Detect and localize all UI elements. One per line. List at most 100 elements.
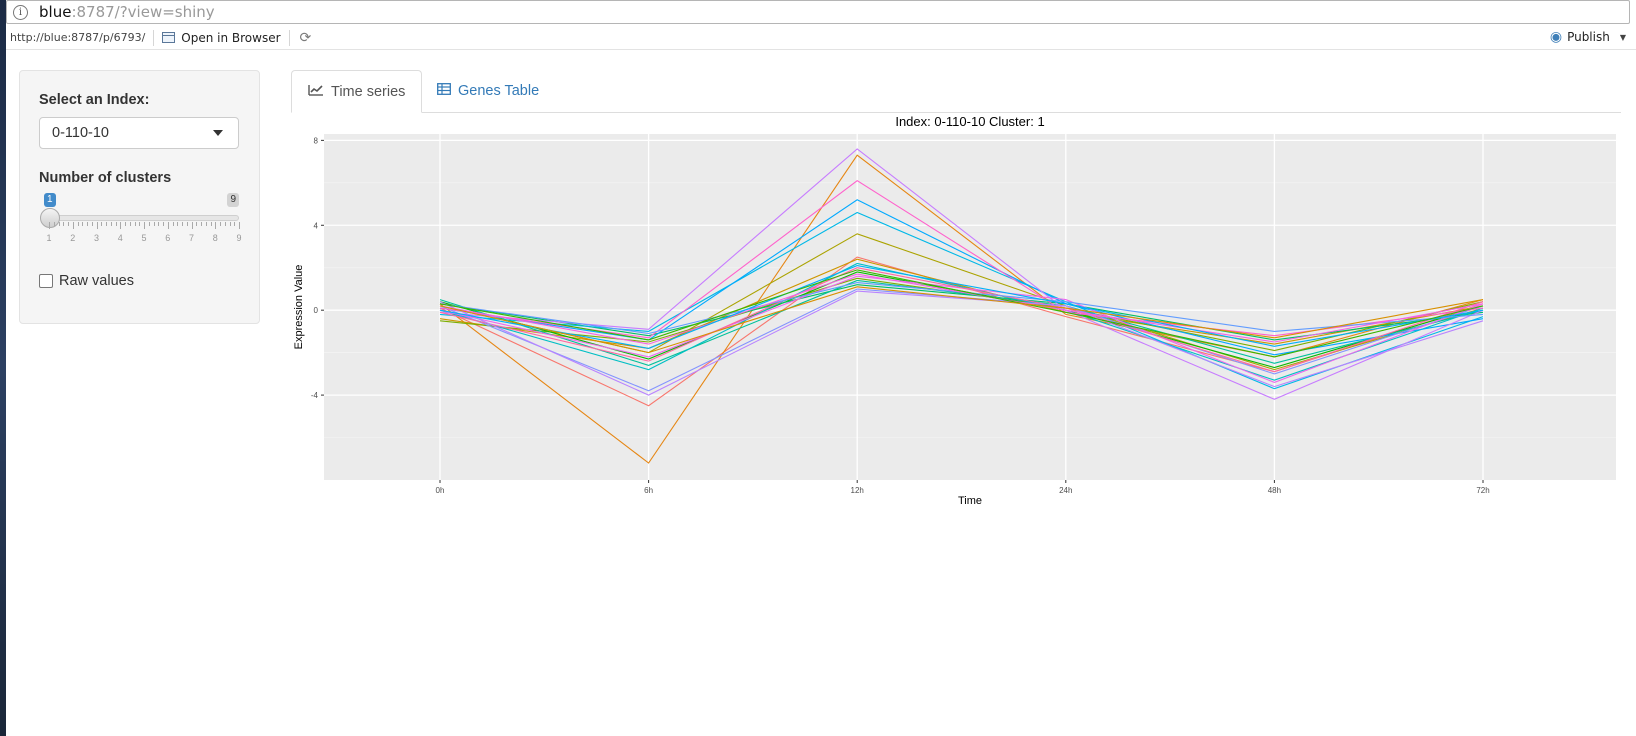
open-in-browser-label: Open in Browser — [181, 30, 281, 45]
chevron-down-icon[interactable]: ▼ — [1619, 32, 1626, 42]
slider-tick — [182, 222, 183, 226]
slider-tick — [215, 222, 217, 229]
slider-tick — [163, 222, 164, 226]
info-icon[interactable]: i — [13, 4, 28, 20]
index-select-label: Select an Index: — [39, 92, 150, 108]
slider-tick — [72, 222, 74, 229]
main-tabs: Time series Genes Table — [291, 70, 1621, 113]
raw-values-checkbox[interactable] — [39, 274, 53, 288]
line-chart-icon — [308, 84, 324, 100]
slider-tick — [186, 222, 188, 226]
slider-tick — [110, 222, 112, 226]
toolbar-separator — [288, 29, 290, 46]
slider-tick — [229, 222, 231, 226]
series-line — [439, 267, 1484, 373]
slider-tick-label: 2 — [70, 233, 76, 243]
index-select-value: 0-110-10 — [52, 125, 109, 141]
x-axis: 0h 6h 12h 24h 48h 72h — [436, 480, 1490, 495]
publish-icon: ◉ — [1549, 29, 1563, 45]
slider-tick — [87, 222, 88, 226]
slider-max-badge: 9 — [227, 193, 239, 207]
slider-tick — [82, 222, 84, 226]
tab-genes-table[interactable]: Genes Table — [421, 70, 555, 112]
slider-tick — [68, 222, 69, 226]
tab-time-series-label: Time series — [331, 83, 406, 100]
raw-values-label: Raw values — [59, 273, 134, 289]
slider-tick — [177, 222, 179, 226]
series-line — [439, 265, 1484, 349]
series-line — [439, 273, 1484, 345]
series-line — [439, 148, 1484, 400]
plot-series — [439, 148, 1484, 464]
slider-tick-label: 7 — [188, 233, 194, 243]
slider-tick-label: 8 — [212, 233, 218, 243]
tab-genes-table-label: Genes Table — [458, 83, 540, 99]
x-tick-label: 48h — [1268, 486, 1281, 495]
slider-tick — [144, 222, 145, 229]
series-line — [439, 154, 1484, 464]
index-select[interactable]: 0-110-10 — [39, 117, 239, 149]
series-line — [439, 286, 1484, 354]
slider-track[interactable] — [49, 215, 239, 221]
slider-tick — [201, 222, 202, 226]
slider-tick-label: 5 — [141, 233, 147, 243]
toolbar-separator — [153, 29, 155, 46]
address-bar[interactable]: i blue:8787/?view=shiny — [6, 0, 1630, 24]
x-tick-label: 12h — [851, 486, 864, 495]
slider-tick — [224, 222, 226, 226]
slider-tick — [210, 222, 212, 226]
plot-grid — [324, 134, 1616, 480]
slider-ticks — [49, 222, 240, 230]
slider-tick — [129, 222, 131, 226]
slider-tick-label: 9 — [236, 233, 242, 243]
browser-window-icon — [162, 32, 176, 43]
y-tick-label: 4 — [314, 221, 319, 230]
slider-grid-numbers: 1 2 3 4 5 6 7 8 9 — [46, 233, 241, 245]
clusters-label: Number of clusters — [39, 170, 172, 186]
slider-tick — [148, 222, 150, 226]
chart-title: Index: 0-110-10 Cluster: 1 — [895, 114, 1044, 129]
slider-tick-label: 6 — [165, 233, 171, 243]
clusters-slider[interactable]: 1 9 1 2 3 4 5 6 7 8 9 — [39, 193, 242, 253]
slider-tick — [115, 222, 117, 226]
raw-values-option[interactable]: Raw values — [39, 273, 134, 289]
sidebar-panel: Select an Index: 0-110-10 Number of clus… — [19, 70, 260, 324]
slider-tick — [58, 222, 60, 226]
slider-tick — [106, 222, 107, 226]
plot-panel — [324, 134, 1616, 480]
y-axis-title: Expression Value — [293, 265, 305, 350]
slider-tick — [63, 222, 65, 226]
slider-tick — [120, 222, 122, 229]
desktop-edge — [0, 0, 6, 736]
url-text[interactable]: blue:8787/?view=shiny — [39, 3, 215, 21]
tab-time-series[interactable]: Time series — [291, 70, 423, 113]
rstudio-viewer-toolbar: http://blue:8787/p/6793/ Open in Browser… — [6, 26, 1636, 50]
slider-tick — [205, 222, 207, 226]
open-in-browser-button[interactable]: Open in Browser — [162, 30, 281, 45]
slider-tick — [191, 222, 193, 229]
slider-tick — [172, 222, 174, 226]
x-axis-title: Time — [958, 495, 982, 507]
series-line — [439, 269, 1484, 358]
slider-tick — [91, 222, 93, 226]
slider-tick — [239, 222, 240, 229]
refresh-icon[interactable]: ⟳ — [299, 29, 312, 46]
publish-button[interactable]: ◉ Publish ▼ — [1550, 29, 1626, 45]
series-line — [439, 279, 1484, 366]
series-line — [439, 290, 1484, 396]
x-tick-label: 72h — [1476, 486, 1489, 495]
slider-tick — [196, 222, 198, 226]
slider-tick — [125, 222, 126, 226]
time-series-chart: Index: 0-110-10 Cluster: 1 -4 0 4 8 0h 6h 12h… — [293, 114, 1616, 507]
slider-tick — [101, 222, 103, 226]
x-tick-label: 24h — [1059, 486, 1072, 495]
caret-down-icon — [213, 130, 223, 136]
y-tick-label: -4 — [311, 391, 319, 400]
slider-tick — [158, 222, 160, 226]
slider-handle[interactable] — [40, 208, 60, 228]
slider-tick — [153, 222, 155, 226]
table-icon — [437, 83, 451, 99]
x-tick-label: 0h — [436, 486, 445, 495]
series-line — [439, 262, 1484, 381]
slider-tick — [167, 222, 169, 229]
